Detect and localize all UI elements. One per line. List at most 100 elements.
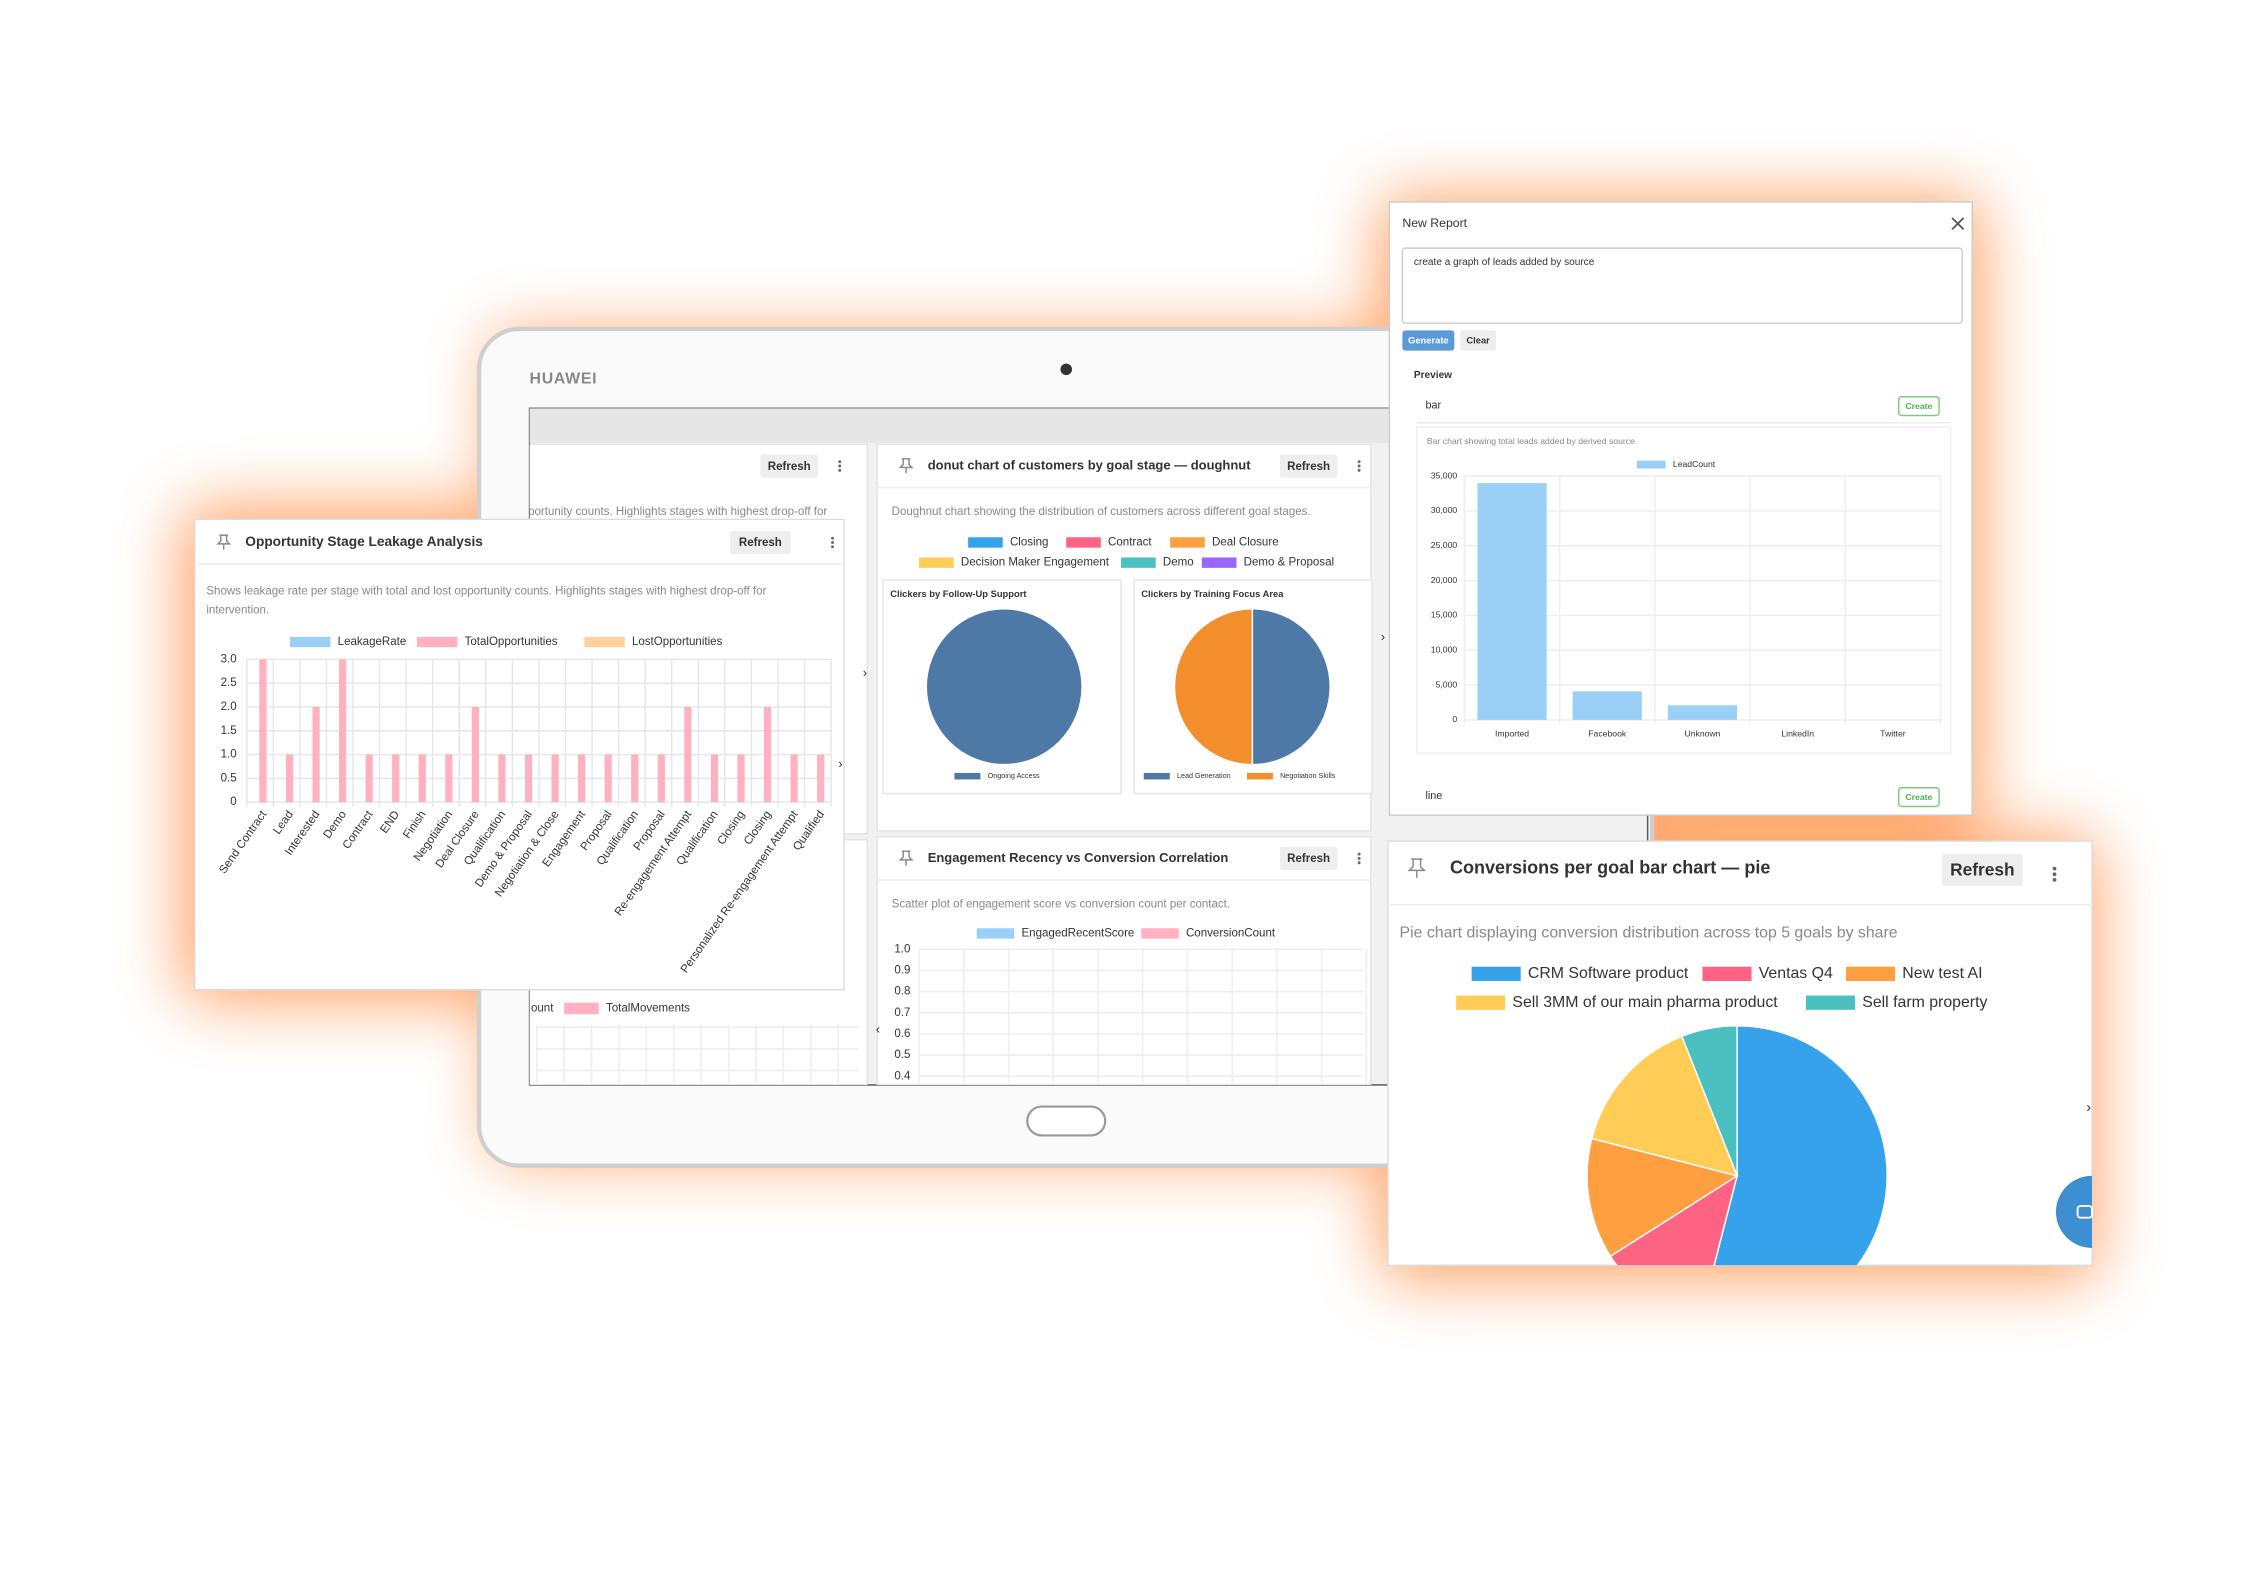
bar [524,754,533,803]
bar [392,754,400,803]
legend-swatch [1456,995,1506,1010]
fab[interactable] [2055,1175,2093,1248]
chevron: › [2086,1100,2091,1116]
legend-swatch [1636,460,1666,469]
menu-dot [1357,464,1361,468]
button-bg[interactable] [1402,330,1455,351]
button-label[interactable]: Generate [1408,336,1449,346]
legend-label: Decision Maker Engagement [961,557,1110,569]
button-bg[interactable] [760,454,819,478]
button[interactable]: Refresh [1279,454,1338,478]
close-button[interactable] [1951,217,1965,231]
prompt-box[interactable] [1401,247,1963,324]
bar [684,706,692,803]
pie-slice [1590,1035,1739,1177]
menu-dot [838,464,842,468]
legend-label: Demo [1163,557,1194,569]
button-label[interactable]: Refresh [1287,461,1330,473]
pie-slice [925,608,1083,766]
legend-label: LostOpportunities [632,636,723,648]
button-bg[interactable] [730,530,791,555]
y-tick-label: 0.5 [894,1049,910,1061]
button[interactable]: Refresh [1279,846,1338,870]
button-label[interactable]: Refresh [739,537,782,549]
legend-label: Ventas Q4 [1759,965,1833,982]
bar [471,706,480,803]
bar [1667,705,1738,720]
button-label[interactable]: Refresh [1950,859,2014,879]
button[interactable]: Clear [1460,330,1497,351]
button-label[interactable]: Refresh [768,461,811,473]
pie-slice [1586,1137,1739,1258]
legend-swatch [584,636,625,648]
fab-icon[interactable] [2076,1205,2093,1219]
chevron: › [863,665,867,680]
legend-label: Lead Generation [1177,771,1231,780]
description: Doughnut chart showing the distribution … [892,506,1311,518]
description: portunity counts. Highlights stages with… [528,506,827,518]
menu-dot [1357,852,1361,856]
button-label[interactable]: Refresh [1287,853,1330,865]
camera [1060,363,1073,376]
legend-label: Sell farm property [1862,994,1987,1011]
legend-swatch [919,557,954,568]
assistant-button[interactable] [2055,1175,2093,1248]
button-bg[interactable] [1897,787,1940,808]
legend-swatch [976,928,1015,939]
legend-label: Contract [1108,537,1152,549]
panel-title: Conversions per goal bar chart — pie [1450,857,1770,877]
bar [1572,691,1642,720]
button-bg[interactable] [1897,396,1940,417]
button-bg[interactable] [1279,846,1338,870]
y-tick-label: 30,000 [1431,505,1458,515]
legend-swatch [1201,557,1237,568]
bar [418,754,426,803]
legend-swatch [564,1002,599,1015]
button[interactable]: Refresh [730,530,791,555]
scatter-panel: Engagement Recency vs Conversion Correla… [876,836,1372,1085]
item-label: bar [1425,399,1441,411]
pin-icon [216,534,232,550]
menu-dot [2052,866,2057,871]
bar [578,754,586,803]
menu-dot [838,468,842,472]
legend-swatch [954,772,981,780]
menu-dot [2052,872,2057,877]
button[interactable]: Create [1897,787,1940,808]
doughnut-panel: donut chart of customers by goal stage —… [876,443,1385,832]
y-tick-label: 1.0 [894,943,910,955]
legend-label: ount [531,1003,554,1015]
button[interactable]: Refresh [1941,854,2023,886]
button-bg[interactable] [1460,330,1497,351]
chevron: ‹ [876,1022,880,1037]
chevron: › [1381,629,1385,644]
button[interactable]: Refresh [760,454,819,478]
close-icon[interactable] [1951,217,1965,231]
legend-label: New test AI [1902,965,1982,982]
bar [1477,483,1547,720]
pie-slice [1173,608,1254,766]
legend-swatch [1702,966,1752,981]
button[interactable]: Create [1897,396,1940,417]
pie-panel: Conversions per goal bar chart — pie Refr… [1387,840,2093,1266]
menu-dot [831,541,834,544]
legend-swatch [290,636,331,648]
button-bg[interactable] [1941,854,2023,886]
button-label[interactable]: Create [1905,792,1932,802]
button-bg[interactable] [1279,454,1338,478]
button[interactable]: Generate [1402,330,1455,351]
legend-label: Sell 3MM of our main pharma product [1512,994,1778,1011]
bar [498,754,506,803]
legend-swatch [1246,772,1273,780]
y-tick-label: 2.0 [221,701,237,713]
button-label[interactable]: Create [1905,401,1932,411]
prompt-text: create a graph of leads added by source [1414,257,1595,268]
legend-swatch [1066,537,1101,548]
button-label[interactable]: Clear [1466,336,1490,346]
bar [551,754,559,803]
x-tick-label: Facebook [1588,729,1627,739]
brand: HUAWEI [530,371,598,388]
bar [710,754,719,803]
bar [631,754,639,803]
leakage-panel: Opportunity Stage Leakage Analysis Refres… [194,518,845,991]
